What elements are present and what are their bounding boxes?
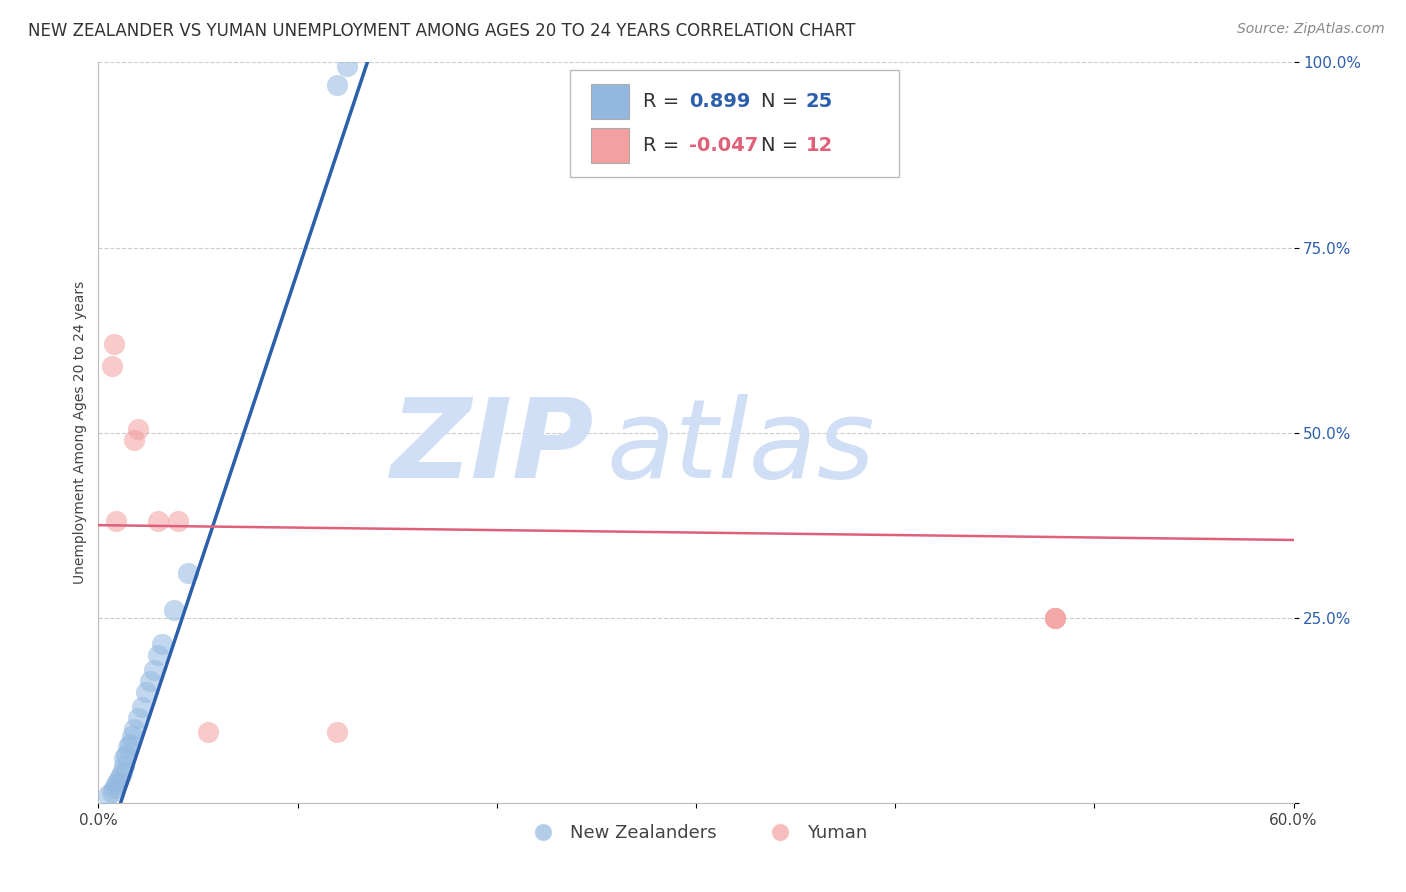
- Point: [127, 711, 149, 725]
- Point: [101, 785, 124, 799]
- Point: [163, 603, 186, 617]
- Point: [135, 685, 157, 699]
- Text: N =: N =: [761, 92, 804, 111]
- Point: [167, 515, 190, 529]
- Point: [120, 737, 142, 751]
- Text: 12: 12: [806, 136, 834, 155]
- Point: [101, 359, 124, 373]
- Point: [139, 673, 162, 688]
- Point: [105, 777, 128, 791]
- Point: [1043, 610, 1066, 624]
- Text: atlas: atlas: [606, 394, 875, 501]
- Text: -0.047: -0.047: [689, 136, 758, 155]
- Point: [177, 566, 200, 581]
- Point: [97, 789, 120, 803]
- Text: ZIP: ZIP: [391, 394, 595, 501]
- Text: Source: ZipAtlas.com: Source: ZipAtlas.com: [1237, 22, 1385, 37]
- Point: [117, 740, 139, 755]
- Point: [121, 729, 143, 743]
- Point: [107, 773, 129, 788]
- Text: N =: N =: [761, 136, 804, 155]
- Point: [1043, 610, 1066, 624]
- FancyBboxPatch shape: [591, 128, 628, 163]
- Text: 25: 25: [806, 92, 834, 111]
- Text: R =: R =: [644, 136, 686, 155]
- Point: [148, 515, 170, 529]
- Point: [124, 433, 146, 447]
- Point: [111, 766, 134, 780]
- Point: [150, 637, 173, 651]
- Point: [115, 747, 138, 762]
- Point: [103, 780, 125, 795]
- FancyBboxPatch shape: [571, 70, 900, 178]
- Point: [112, 751, 135, 765]
- Point: [110, 770, 132, 784]
- Point: [131, 699, 153, 714]
- Point: [326, 725, 349, 739]
- Point: [103, 336, 125, 351]
- Point: [336, 59, 359, 73]
- Point: [127, 422, 149, 436]
- Y-axis label: Unemployment Among Ages 20 to 24 years: Unemployment Among Ages 20 to 24 years: [73, 281, 87, 584]
- Point: [1043, 610, 1066, 624]
- Text: 0.899: 0.899: [689, 92, 751, 111]
- Point: [112, 758, 135, 772]
- Point: [197, 725, 219, 739]
- FancyBboxPatch shape: [591, 84, 628, 120]
- Legend: New Zealanders, Yuman: New Zealanders, Yuman: [517, 817, 875, 849]
- Point: [105, 515, 128, 529]
- Point: [326, 78, 349, 92]
- Text: R =: R =: [644, 92, 686, 111]
- Text: NEW ZEALANDER VS YUMAN UNEMPLOYMENT AMONG AGES 20 TO 24 YEARS CORRELATION CHART: NEW ZEALANDER VS YUMAN UNEMPLOYMENT AMON…: [28, 22, 855, 40]
- Point: [143, 663, 166, 677]
- Point: [124, 722, 146, 736]
- Point: [148, 648, 170, 662]
